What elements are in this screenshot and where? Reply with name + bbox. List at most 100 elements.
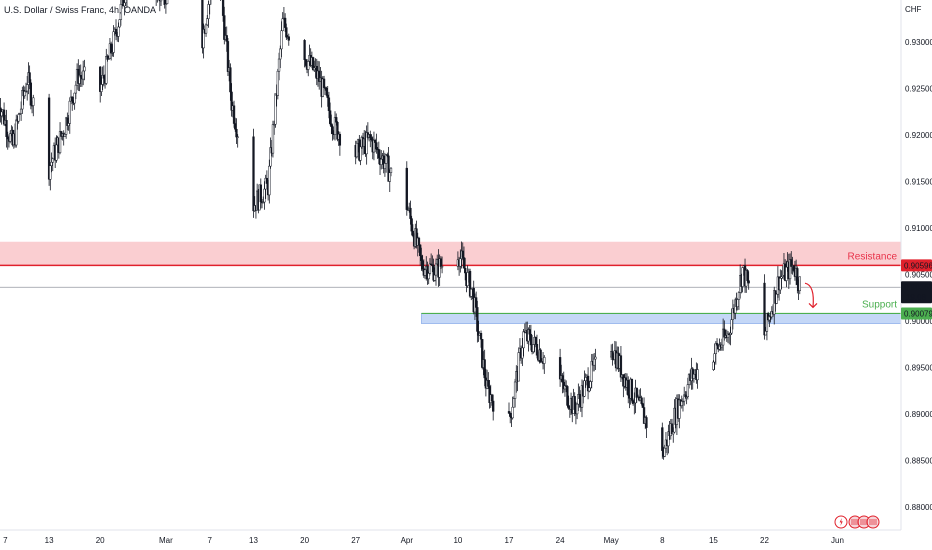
candle-body (9, 133, 12, 142)
candle-body (490, 394, 494, 402)
candle-body (29, 82, 33, 106)
candle-body (440, 266, 444, 268)
candle-body (611, 351, 614, 357)
candle-body (26, 84, 29, 92)
candle-body (583, 380, 586, 397)
resistance-label: Resistance (848, 251, 898, 262)
time-tick-label: 13 (249, 536, 258, 545)
candle-body (439, 258, 443, 267)
time-tick-label: Apr (401, 536, 414, 545)
candle-body (6, 136, 9, 140)
candle-body (427, 273, 430, 280)
candle-body (120, 0, 124, 5)
candle-body (635, 387, 638, 398)
candle-body (330, 123, 333, 127)
candle-body (513, 381, 517, 399)
candle-body (410, 218, 413, 232)
candle-body (236, 136, 239, 138)
time-tick-label: 15 (709, 536, 718, 545)
candle-body (204, 24, 208, 34)
candle-body (230, 91, 233, 111)
candle-body (423, 269, 427, 276)
candle-body (276, 70, 279, 96)
candle-body (746, 270, 749, 281)
candle-body (279, 48, 282, 60)
candle-body (428, 263, 432, 274)
time-axis[interactable]: 7 13 20 Mar 7 13 20 27 Apr 10 17 24 May 8 15 22 Jun (3, 536, 844, 545)
candle-body (280, 30, 283, 50)
candle-body (736, 299, 739, 307)
candle-body (466, 272, 469, 287)
candle-countdown: 19:08 (906, 293, 927, 302)
candle-body (221, 0, 225, 16)
candle-body (461, 250, 464, 258)
candle-body (534, 337, 537, 345)
candle-body (232, 105, 236, 124)
candle-body (594, 356, 597, 360)
candle-body (112, 31, 115, 53)
candle-body (663, 447, 666, 457)
candle-body (798, 276, 801, 292)
price-tick-label: 0.88500 (905, 456, 932, 465)
event-flags[interactable] (834, 514, 882, 530)
time-tick-label: 13 (45, 536, 54, 545)
candle-body (512, 398, 516, 408)
resistance-price-label: 0.90596 (904, 261, 932, 270)
candle-body (28, 72, 31, 84)
time-tick-label: 7 (207, 536, 212, 545)
candle-body (575, 403, 579, 415)
candle-body (55, 144, 58, 161)
candle-body (274, 93, 277, 125)
candle-body (32, 97, 35, 106)
candle-body (327, 97, 331, 111)
candle-body (589, 381, 592, 389)
candle-body (269, 147, 272, 167)
candle-body (58, 131, 62, 153)
candle-body (696, 369, 699, 381)
price-axis[interactable]: 0.93000 0.92500 0.92000 0.91500 0.91000 0.905… (905, 38, 932, 512)
candle-body (532, 344, 535, 352)
candle-body (263, 188, 266, 203)
candle-body (100, 84, 103, 92)
time-tick-label: 7 (3, 536, 8, 545)
candle-body (730, 319, 733, 334)
candle-body (71, 96, 74, 102)
candle-body (561, 375, 564, 383)
candle-body (107, 58, 110, 60)
candle-body (775, 293, 778, 304)
candle-body (672, 431, 675, 435)
down-arrow-icon (804, 282, 814, 308)
candle-body (462, 257, 466, 269)
candle-body (325, 88, 328, 96)
price-tick-label: 0.92500 (905, 84, 932, 93)
time-tick-label: Mar (159, 536, 173, 545)
candle-body (326, 94, 329, 99)
candle-body (792, 265, 795, 271)
candle-body (19, 108, 23, 114)
time-tick-label: 8 (660, 536, 665, 545)
candle-body (335, 117, 338, 123)
candle-body (259, 184, 262, 203)
time-tick-label: 10 (453, 536, 462, 545)
candle-body (712, 361, 715, 370)
candle-body (206, 18, 209, 26)
candle-body (507, 411, 511, 414)
candle-body (235, 128, 238, 138)
candle-body (566, 386, 569, 406)
candle-body (521, 347, 524, 359)
candle-body (434, 263, 438, 276)
candle-body (229, 67, 232, 93)
price-tick-label: 0.89000 (905, 410, 932, 419)
lightning-bolt-icon (839, 518, 843, 526)
candle-body (641, 403, 644, 408)
current-price-tag: 0.90361 19:08 (901, 281, 932, 304)
support-zone (421, 313, 902, 324)
candle-body (475, 297, 478, 308)
price-tick-label: 0.90000 (905, 317, 932, 326)
candle-body (119, 3, 123, 20)
candle-body (573, 396, 576, 410)
candle-body (117, 26, 120, 37)
candle-body (517, 352, 520, 382)
candle-body (640, 397, 643, 404)
